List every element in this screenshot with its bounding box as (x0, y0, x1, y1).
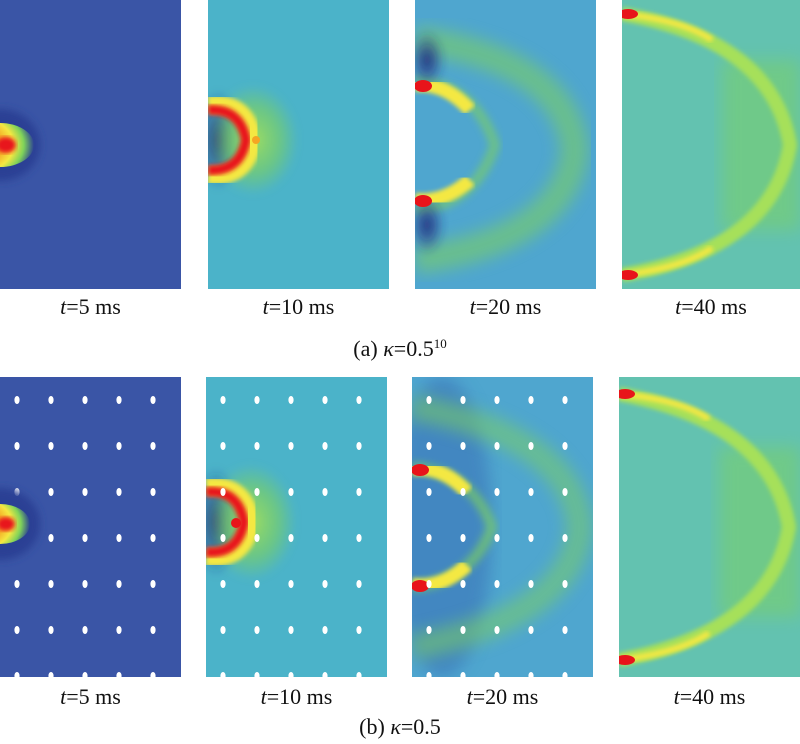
contour-plot-a-10ms (208, 0, 389, 289)
contour-plot-b-10ms (206, 377, 387, 677)
time-label-b-10ms: t=10 ms (260, 684, 333, 709)
panel-b-5ms (0, 377, 181, 677)
time-label-b-40ms: t=40 ms (673, 684, 746, 709)
pile-markers (206, 377, 387, 677)
contour-plot-b-20ms (412, 377, 593, 677)
time-label-a-20ms: t=20 ms (469, 294, 542, 319)
contour-plot-a-20ms (415, 0, 596, 289)
time-label-a-10ms: t=10 ms (262, 294, 335, 319)
time-label-b-20ms: t=20 ms (466, 684, 539, 709)
panel-a-10ms (208, 0, 389, 289)
panel-a-5ms (0, 0, 181, 289)
panel-b-10ms (206, 377, 387, 677)
caption-a: (a) κ=0.510 (353, 336, 447, 361)
contour-plot-a-5ms (0, 0, 181, 289)
pile-markers (412, 377, 593, 677)
panel-b-20ms (412, 377, 593, 677)
panel-a-20ms (415, 0, 596, 289)
contour-plot-b-40ms (619, 377, 800, 677)
contour-plot-b-5ms (0, 377, 181, 677)
contour-plot-a-40ms (622, 0, 800, 289)
time-label-b-5ms: t=5 ms (60, 684, 121, 709)
caption-b: (b) κ=0.5 (359, 714, 441, 739)
panel-b-40ms (619, 377, 800, 677)
time-label-a-40ms: t=40 ms (675, 294, 747, 319)
time-label-a-5ms: t=5 ms (60, 294, 121, 319)
panel-a-40ms (622, 0, 800, 289)
